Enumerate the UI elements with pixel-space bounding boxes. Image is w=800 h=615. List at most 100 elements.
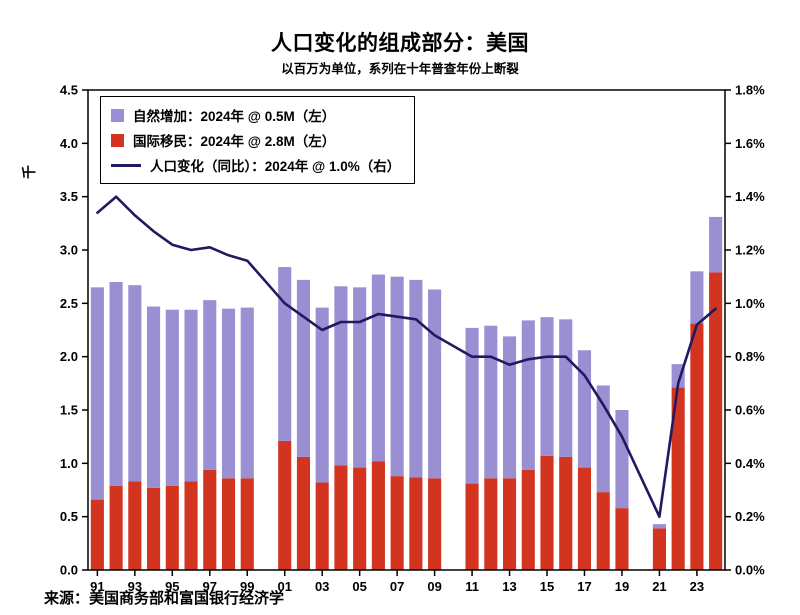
left-axis-title: 千: [21, 165, 37, 179]
plot-frame: [87, 89, 726, 571]
bar-natural-increase: [278, 267, 292, 441]
chart-title: 人口变化的组成部分：美国: [271, 32, 529, 55]
population-change-line: [96, 195, 717, 519]
x-tick-label: 95: [165, 579, 179, 594]
bar-international-migration: [577, 467, 592, 570]
bar-international-migration: [709, 272, 723, 570]
bar-international-migration: [521, 469, 535, 570]
legend-item-international-migration: 国际移民：2024年 @ 2.8M（左）: [111, 130, 400, 150]
right-tick-label: 1.4%: [735, 189, 765, 204]
x-tick-label: 19: [615, 579, 629, 594]
bar-international-migration: [409, 477, 423, 570]
left-axis: 4.5 4.0 3.5 3.0 2.5 2.0 1.5 1.0 0.5 0.0: [60, 83, 88, 578]
right-axis: 1.8% 1.6% 1.4% 1.2% 1.0% 0.8% 0.6% 0.4% 0.2% 0.0%: [725, 83, 765, 578]
population-change-line-swatch: [111, 163, 141, 167]
bar-international-migration: [278, 440, 292, 570]
x-tick-label: 11: [465, 579, 479, 594]
bar-international-migration: [334, 465, 348, 570]
bar-international-migration: [540, 455, 554, 570]
bars-group: [90, 216, 723, 570]
chart-subtitle: 以百万为单位，系列在十年普查年份上断裂: [281, 62, 519, 76]
bar-international-migration: [428, 478, 442, 570]
bar-international-migration: [296, 456, 311, 570]
legend: 自然增加：2024年 @ 0.5M（左） 国际移民：2024年 @ 2.8M（左…: [100, 96, 416, 184]
right-tick-label: 0.0%: [735, 563, 765, 578]
bar-international-migration: [90, 499, 104, 570]
x-tick-label: 91: [90, 579, 104, 594]
bar-natural-increase: [296, 279, 311, 457]
bar-natural-increase: [615, 410, 629, 509]
bar-international-migration: [203, 469, 217, 570]
left-tick-label: 3.0: [60, 243, 78, 258]
bar-international-migration: [165, 485, 179, 570]
left-tick-label: 2.0: [60, 349, 78, 364]
bar-natural-increase: [371, 274, 385, 462]
natural-increase-swatch: [111, 108, 124, 122]
left-tick-label: 1.0: [60, 456, 78, 471]
bar-natural-increase: [540, 317, 554, 456]
bar-natural-increase: [353, 287, 367, 468]
bar-natural-increase: [521, 320, 535, 470]
right-tick-label: 0.4%: [735, 456, 765, 471]
legend-label-population-change: 人口变化（同比）：2024年 @ 1.0%（右）: [150, 159, 401, 174]
x-tick-label: 93: [128, 579, 142, 594]
right-tick-label: 1.0%: [735, 296, 765, 311]
right-tick-label: 1.6%: [735, 136, 765, 151]
bar-natural-increase: [109, 282, 123, 486]
bar-natural-increase: [652, 524, 666, 529]
x-tick-label: 17: [577, 579, 591, 594]
bar-international-migration: [502, 478, 517, 570]
bar-natural-increase: [147, 306, 161, 488]
bar-international-migration: [371, 461, 385, 570]
legend-label-natural-increase: 自然增加：2024年 @ 0.5M（左）: [133, 109, 336, 124]
bar-international-migration: [109, 485, 123, 570]
bar-natural-increase: [240, 307, 254, 479]
bar-natural-increase: [184, 309, 198, 482]
bar-natural-increase: [596, 385, 610, 493]
bar-natural-increase: [409, 279, 423, 478]
left-tick-label: 1.5: [60, 403, 78, 418]
bar-natural-increase: [709, 216, 723, 273]
left-tick-label: 0.5: [60, 509, 78, 524]
x-tick-label: 03: [315, 579, 329, 594]
bar-natural-increase: [203, 300, 217, 470]
bar-natural-increase: [465, 327, 479, 484]
x-tick-label: 99: [240, 579, 254, 594]
bar-international-migration: [184, 481, 198, 570]
left-tick-label: 0.0: [60, 563, 78, 578]
bar-international-migration: [615, 508, 629, 570]
bar-international-migration: [315, 482, 329, 570]
bar-international-migration: [128, 481, 142, 570]
bar-international-migration: [690, 323, 704, 570]
x-tick-label: 05: [352, 579, 366, 594]
bar-international-migration: [559, 456, 573, 570]
bar-natural-increase: [690, 271, 704, 324]
bar-international-migration: [221, 478, 236, 570]
x-tick-label: 15: [540, 579, 554, 594]
bar-natural-increase: [128, 285, 142, 482]
legend-item-natural-increase: 自然增加：2024年 @ 0.5M（左）: [111, 105, 400, 125]
x-tick-label: 97: [203, 579, 217, 594]
bar-international-migration: [596, 492, 610, 570]
international-migration-swatch: [111, 133, 124, 147]
bar-natural-increase: [428, 289, 442, 479]
left-tick-label: 4.5: [60, 83, 78, 98]
bar-international-migration: [465, 483, 479, 570]
right-tick-label: 0.2%: [735, 509, 765, 524]
bar-international-migration: [652, 528, 666, 570]
bar-natural-increase: [577, 350, 592, 468]
left-tick-label: 4.0: [60, 136, 78, 151]
right-tick-label: 1.8%: [735, 83, 765, 98]
right-tick-label: 0.8%: [735, 349, 765, 364]
bar-natural-increase: [390, 276, 404, 477]
legend-item-population-change: 人口变化（同比）：2024年 @ 1.0%（右）: [111, 155, 400, 175]
x-tick-label: 13: [502, 579, 516, 594]
bar-international-migration: [484, 478, 498, 570]
bar-natural-increase: [502, 336, 517, 479]
bar-natural-increase: [165, 309, 179, 486]
x-tick-label: 23: [690, 579, 704, 594]
source-note: 来源：美国商务部和富国银行经济学: [44, 590, 285, 607]
right-tick-label: 1.2%: [735, 243, 765, 258]
